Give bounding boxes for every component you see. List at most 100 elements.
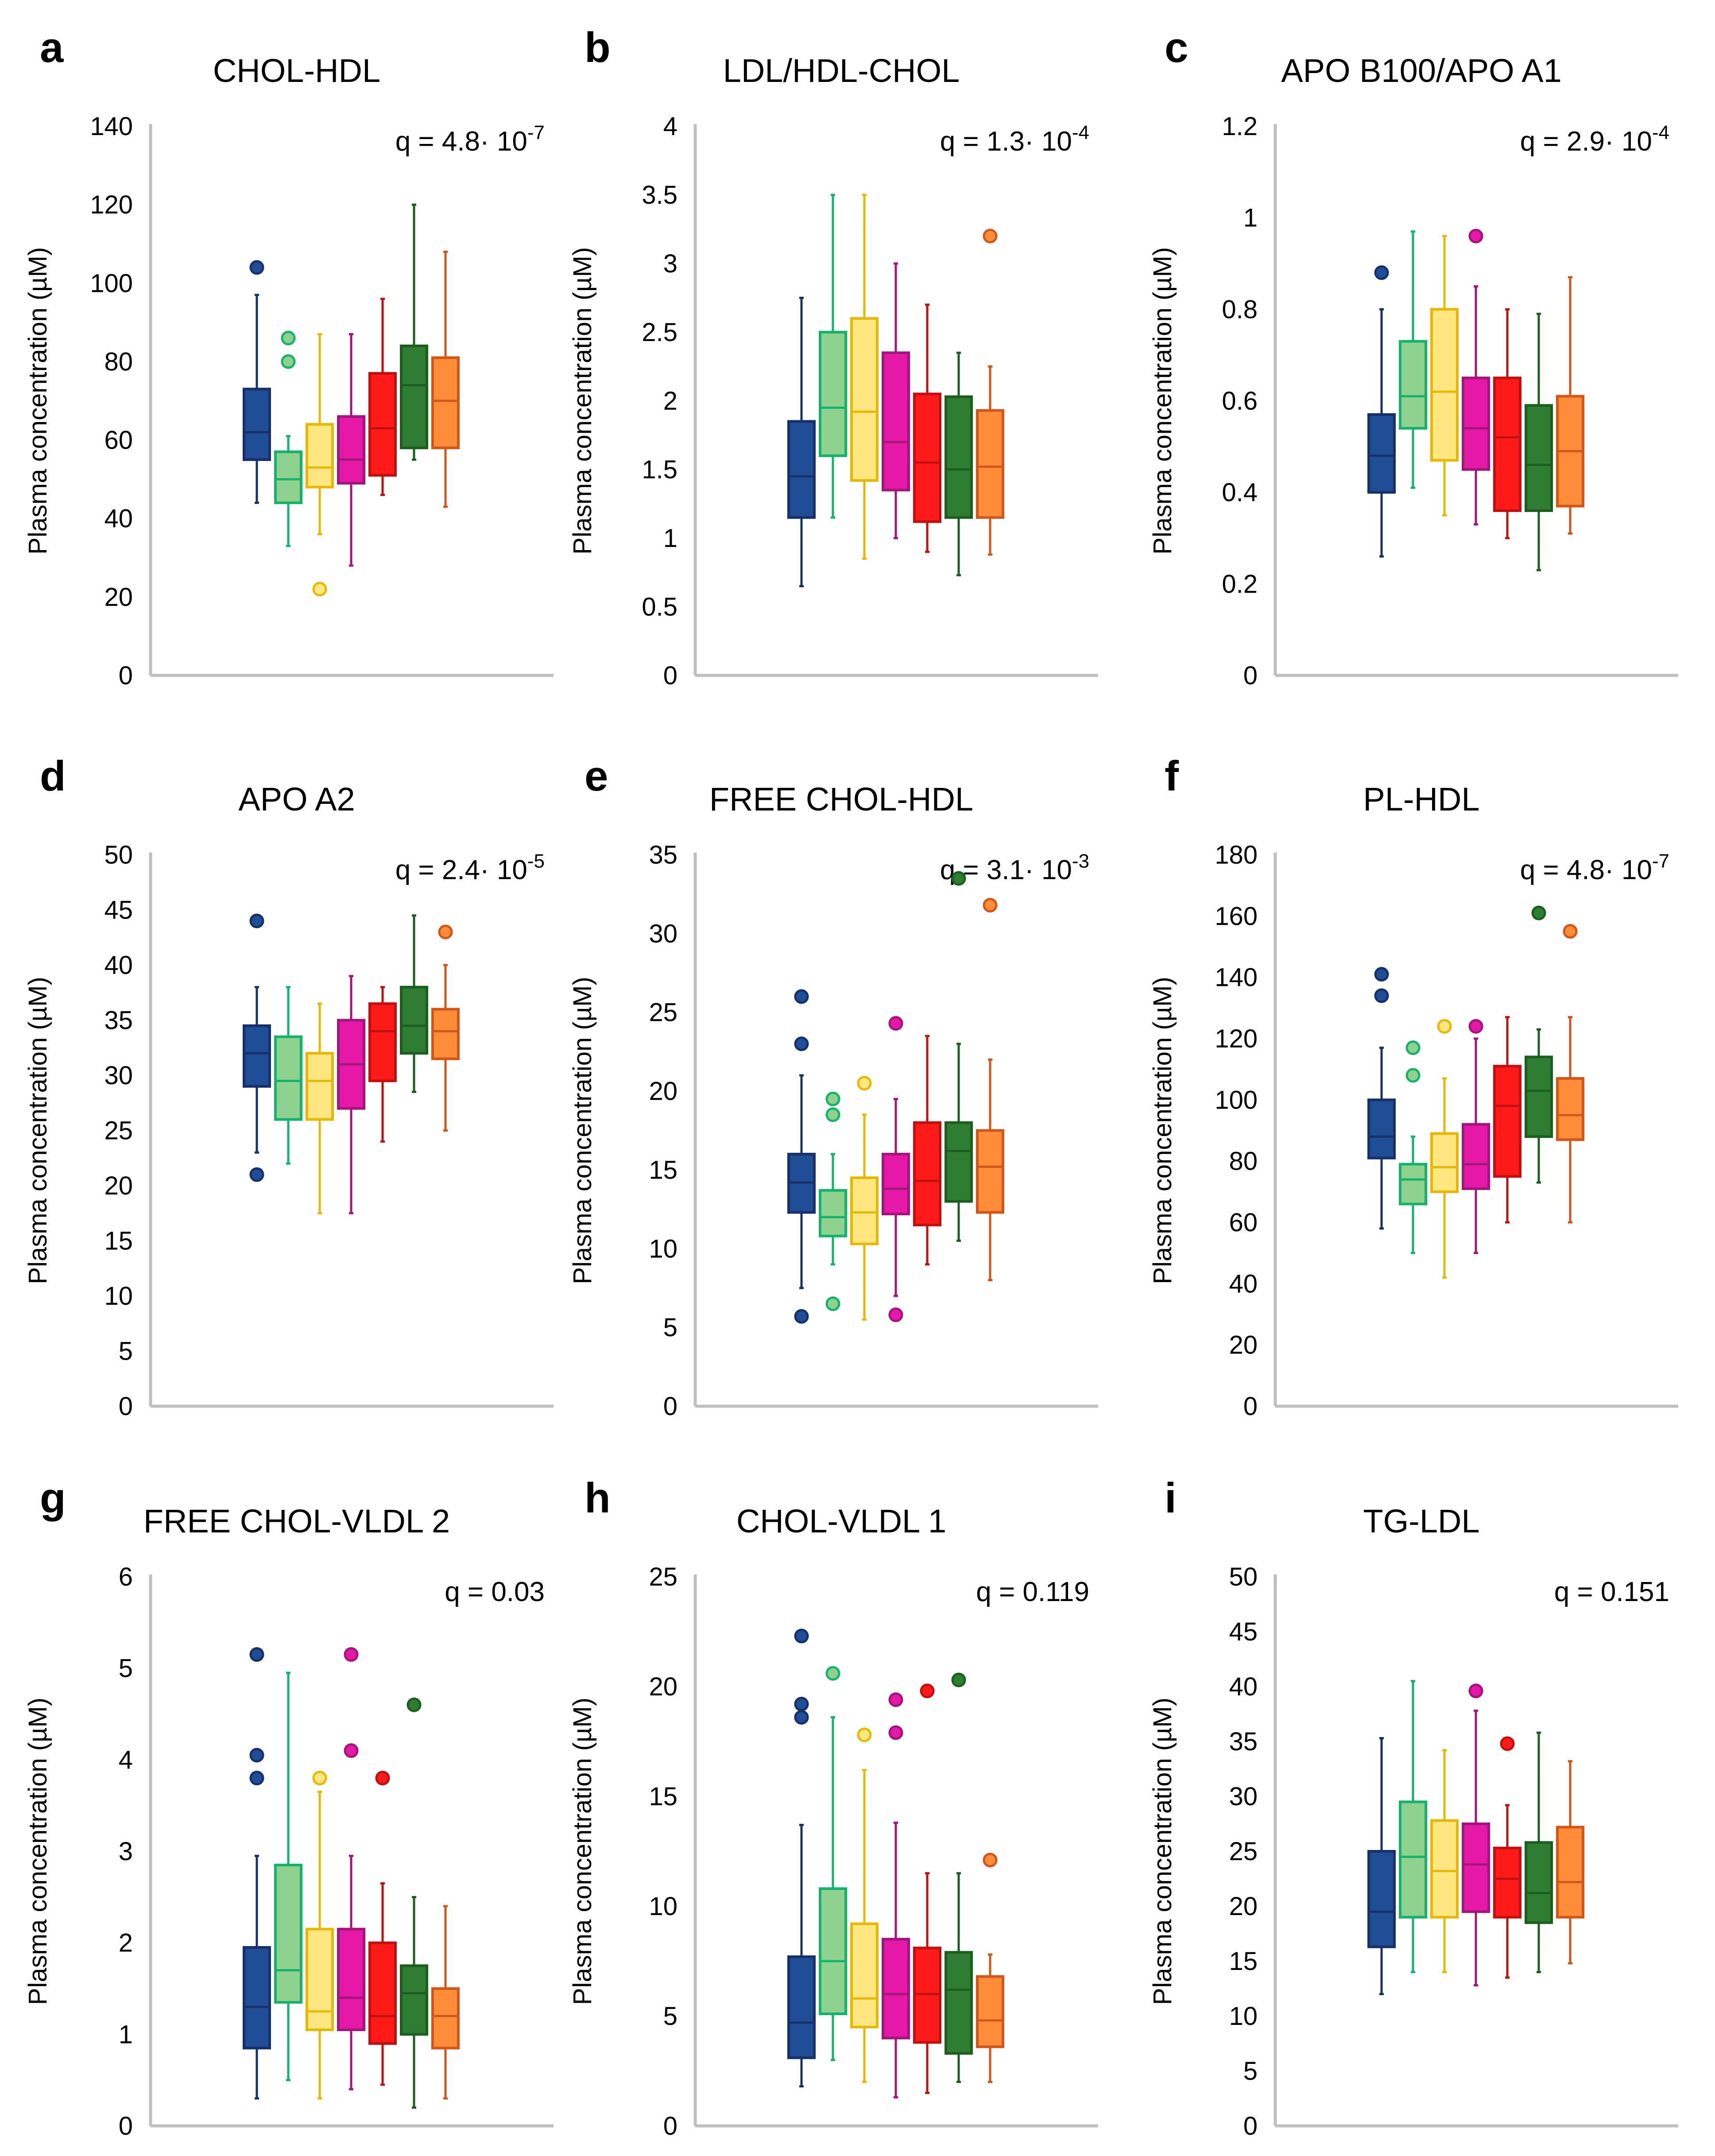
q-value-text: q = 4.8· 10	[395, 126, 527, 157]
y-tick-label: 15	[649, 1782, 677, 1811]
panel-letter: a	[40, 24, 64, 71]
box-iqr	[787, 420, 816, 519]
box-iqr	[1367, 1098, 1396, 1159]
box-group-6	[400, 914, 428, 1093]
box-iqr	[243, 1024, 271, 1088]
y-tick-label: 0	[663, 661, 677, 690]
y-tick-label: 15	[649, 1156, 677, 1184]
outlier-point	[438, 924, 453, 939]
panel-letter: e	[585, 752, 608, 800]
y-tick-label: 0	[119, 2112, 133, 2140]
outlier-point	[825, 1091, 840, 1106]
box-iqr	[306, 1927, 334, 2031]
outlier-point	[888, 1307, 903, 1322]
outlier-point	[1563, 924, 1578, 939]
outlier-point	[375, 1771, 390, 1786]
outlier-point	[1468, 229, 1483, 244]
y-tick-label: 0	[1243, 1392, 1258, 1421]
y-tick-label: 45	[104, 896, 133, 925]
y-tick-label: 0.6	[1222, 387, 1258, 415]
y-tick-label: 140	[1215, 963, 1258, 992]
y-tick-label: 40	[104, 504, 133, 533]
box-group-6	[1525, 313, 1553, 571]
y-tick-label: 25	[649, 998, 677, 1027]
y-tick-label: 30	[1229, 1782, 1258, 1811]
outlier-point	[249, 1748, 264, 1763]
y-tick-label: 1	[663, 524, 677, 553]
panel-title: FREE CHOL-VLDL 2	[143, 1503, 450, 1539]
box-group-4	[1462, 1683, 1490, 1987]
q-value: q = 1.3· 10-4	[940, 122, 1089, 157]
outlier-point	[249, 1647, 264, 1662]
box-iqr	[368, 1002, 397, 1082]
outlier-point	[312, 582, 327, 597]
box-group-6	[945, 352, 973, 577]
y-tick-label: 3	[663, 249, 677, 278]
box-iqr	[1462, 1823, 1490, 1913]
y-tick-label: 3.5	[642, 181, 677, 209]
box-iqr	[337, 415, 365, 485]
box-iqr	[1462, 1123, 1490, 1190]
panel-a: a CHOL-HDL q = 4.8· 10-7 0 20 40 60 80 100 120 140…	[23, 24, 554, 690]
panel-title: APO B100/APO A1	[1281, 52, 1561, 89]
panel-letter: d	[40, 752, 66, 800]
box-group-6	[1525, 1731, 1553, 1974]
outlier-point	[1405, 1068, 1421, 1083]
box-group-4	[882, 1692, 910, 2099]
outlier-point	[1374, 967, 1389, 982]
y-tick-label: 30	[649, 919, 677, 948]
y-tick-label: 0	[119, 1392, 133, 1421]
box-iqr	[819, 331, 847, 457]
y-tick-label: 160	[1215, 902, 1258, 931]
y-tick-label: 4	[119, 1745, 133, 1774]
box-group-1	[1367, 265, 1396, 558]
panel-d: d APO A2 q = 2.4· 10-5 0 5 10 15 20 25 30 35 40 45 50…	[23, 752, 554, 1421]
q-value: q = 0.151	[1554, 1577, 1669, 1607]
outlier-point	[1405, 1040, 1421, 1055]
box-iqr	[819, 1189, 847, 1237]
y-axis-title: Plasma concentration (µM)	[568, 247, 597, 555]
box-iqr	[274, 1864, 302, 2004]
outlier-point	[249, 1771, 264, 1786]
panel-letter: h	[585, 1474, 611, 1522]
y-tick-label: 35	[1229, 1727, 1258, 1756]
outlier-point	[1500, 1736, 1515, 1751]
outlier-point	[249, 913, 264, 928]
box-iqr	[787, 1955, 816, 2059]
y-tick-label: 3	[119, 1837, 133, 1866]
y-tick-label: 1.2	[1222, 112, 1258, 141]
box-group-7	[976, 229, 1004, 556]
outlier-point	[1374, 265, 1389, 280]
box-iqr	[1399, 1800, 1427, 1919]
outlier-point	[983, 1853, 998, 1868]
y-tick-label: 20	[1229, 1331, 1258, 1360]
box-group-1	[243, 260, 271, 504]
outlier-point	[951, 871, 966, 886]
q-value: q = 0.119	[976, 1577, 1089, 1607]
y-tick-label: 2	[119, 1929, 133, 1958]
box-group-3	[1430, 235, 1459, 516]
y-tick-label: 1	[119, 2020, 133, 2049]
box-iqr	[1367, 1850, 1396, 1948]
y-tick-label: 0.2	[1222, 570, 1258, 598]
box-group-2	[819, 1666, 847, 2061]
box-group-5	[368, 298, 397, 496]
box-iqr	[882, 351, 910, 492]
box-iqr	[1367, 413, 1396, 494]
outlier-point	[983, 229, 998, 244]
box-iqr	[1493, 1065, 1521, 1178]
outlier-point	[1468, 1019, 1483, 1034]
box-group-3	[850, 1727, 879, 2083]
y-tick-label: 120	[90, 190, 133, 219]
box-group-1	[787, 1629, 816, 2088]
box-iqr	[1430, 308, 1459, 462]
y-tick-label: 40	[1229, 1269, 1258, 1298]
y-tick-label: 5	[1243, 2057, 1258, 2086]
box-iqr	[368, 372, 397, 477]
q-value: q = 2.9· 10-4	[1520, 122, 1669, 157]
y-tick-label: 0	[119, 661, 133, 690]
box-iqr	[1430, 1132, 1459, 1193]
box-group-3	[1430, 1749, 1459, 1974]
